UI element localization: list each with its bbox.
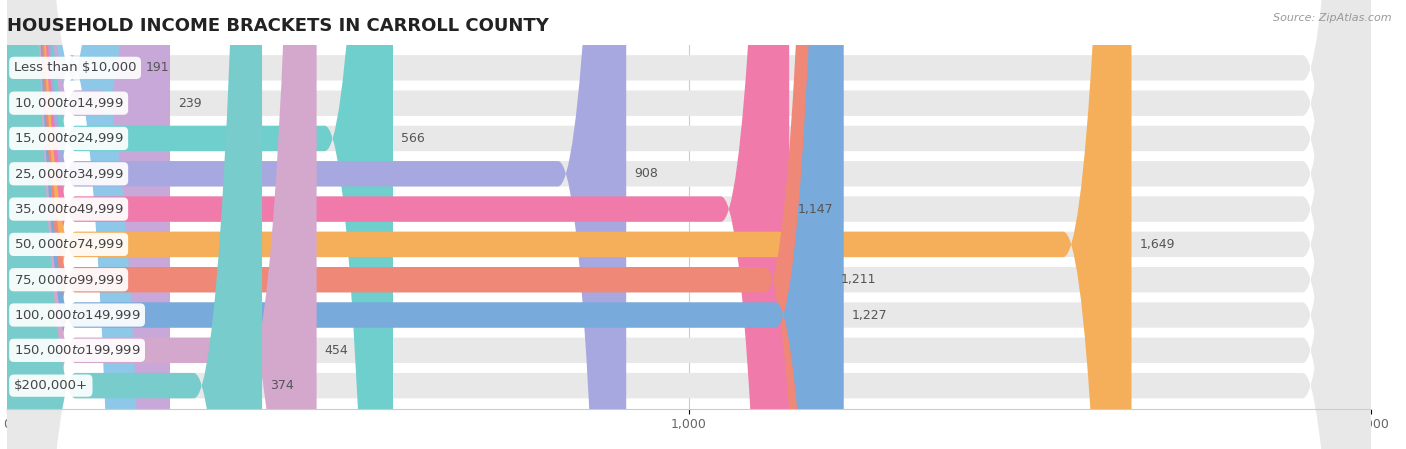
- FancyBboxPatch shape: [7, 0, 1371, 449]
- Text: $10,000 to $14,999: $10,000 to $14,999: [14, 96, 124, 110]
- Text: $15,000 to $24,999: $15,000 to $24,999: [14, 132, 124, 145]
- FancyBboxPatch shape: [7, 0, 1371, 449]
- FancyBboxPatch shape: [7, 0, 1371, 449]
- FancyBboxPatch shape: [7, 0, 394, 449]
- FancyBboxPatch shape: [7, 0, 262, 449]
- Text: 374: 374: [270, 379, 294, 392]
- FancyBboxPatch shape: [7, 0, 1371, 449]
- Text: 454: 454: [325, 344, 349, 357]
- FancyBboxPatch shape: [7, 0, 832, 449]
- FancyBboxPatch shape: [7, 0, 1371, 449]
- Text: 239: 239: [179, 97, 202, 110]
- Text: 908: 908: [634, 167, 658, 180]
- Text: HOUSEHOLD INCOME BRACKETS IN CARROLL COUNTY: HOUSEHOLD INCOME BRACKETS IN CARROLL COU…: [7, 17, 548, 35]
- Text: 1,211: 1,211: [841, 273, 876, 286]
- FancyBboxPatch shape: [7, 0, 1371, 449]
- FancyBboxPatch shape: [7, 0, 626, 449]
- FancyBboxPatch shape: [7, 0, 1371, 449]
- Text: 566: 566: [401, 132, 425, 145]
- Text: 191: 191: [145, 62, 169, 75]
- FancyBboxPatch shape: [7, 0, 789, 449]
- Text: $100,000 to $149,999: $100,000 to $149,999: [14, 308, 141, 322]
- Text: Source: ZipAtlas.com: Source: ZipAtlas.com: [1274, 13, 1392, 23]
- Text: Less than $10,000: Less than $10,000: [14, 62, 136, 75]
- Text: $200,000+: $200,000+: [14, 379, 87, 392]
- Text: $75,000 to $99,999: $75,000 to $99,999: [14, 273, 124, 287]
- Text: $50,000 to $74,999: $50,000 to $74,999: [14, 238, 124, 251]
- FancyBboxPatch shape: [7, 0, 1371, 449]
- FancyBboxPatch shape: [7, 0, 316, 449]
- FancyBboxPatch shape: [7, 0, 1132, 449]
- Text: $150,000 to $199,999: $150,000 to $199,999: [14, 343, 141, 357]
- FancyBboxPatch shape: [7, 0, 1371, 449]
- FancyBboxPatch shape: [7, 0, 1371, 449]
- Text: 1,649: 1,649: [1140, 238, 1175, 251]
- FancyBboxPatch shape: [7, 0, 844, 449]
- Text: 1,147: 1,147: [797, 202, 832, 216]
- FancyBboxPatch shape: [7, 0, 138, 449]
- Text: $25,000 to $34,999: $25,000 to $34,999: [14, 167, 124, 181]
- Text: 1,227: 1,227: [852, 308, 887, 321]
- Text: $35,000 to $49,999: $35,000 to $49,999: [14, 202, 124, 216]
- FancyBboxPatch shape: [7, 0, 170, 449]
